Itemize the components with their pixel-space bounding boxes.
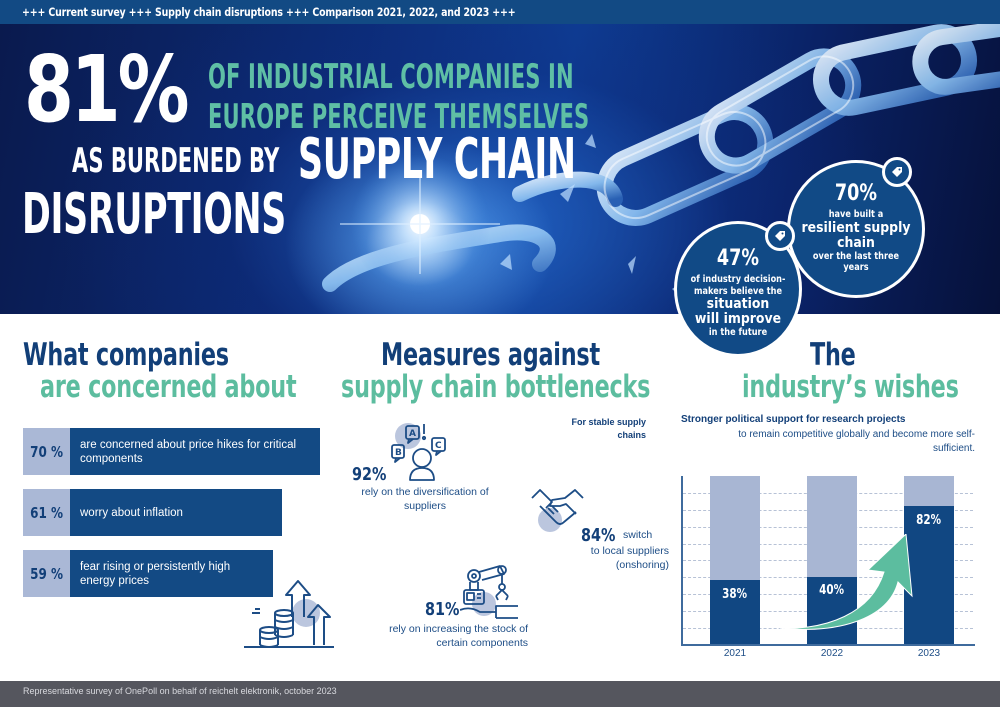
concern-text: are concerned about price hikes for crit…	[70, 428, 320, 475]
growth-arrow-icon	[779, 534, 913, 630]
concern-bar: 59 % fear rising or persistently high en…	[23, 550, 273, 597]
person-choices-icon: AB C	[391, 423, 446, 481]
headline-emphasis-2: DISRUPTIONS	[22, 182, 286, 247]
wishes-bar-chart: 38% 40% 82%	[681, 476, 975, 646]
concern-text: worry about inflation	[70, 489, 282, 536]
hero-headline: 81% OF INDUSTRIAL COMPANIES IN EUROPE PE…	[0, 24, 700, 314]
svg-text:B: B	[395, 448, 402, 458]
wishes-title-line-2: industry’s wishes	[742, 369, 959, 405]
bar-label: 82%	[916, 513, 942, 528]
stat-emphasis: will improve	[694, 311, 782, 327]
coins-growth-icon	[244, 580, 334, 648]
headline-line-3: AS BURDENED BY	[72, 141, 280, 181]
tag-icon	[882, 157, 912, 187]
stat-emphasis: resilient supply	[801, 219, 911, 236]
concern-percentage: 59 %	[23, 550, 70, 597]
chart-subtitle: to remain competitive globally and becom…	[738, 429, 975, 454]
concerns-title-line-2: are concerned about	[40, 369, 297, 405]
x-axis	[681, 644, 975, 646]
top-ticker: +++ Current survey +++ Supply chain disr…	[0, 0, 1000, 24]
measures-note: For stable supply chains	[571, 417, 646, 440]
ticker-text: +++ Current survey +++ Supply chain disr…	[22, 5, 516, 19]
concern-percentage: 70 %	[23, 428, 70, 475]
headline-line-1: OF INDUSTRIAL COMPANIES IN	[208, 57, 574, 97]
measure-text: to local suppliers (onshoring)	[590, 545, 669, 571]
headline-line-2: EUROPE PERCEIVE THEMSELVES	[208, 97, 590, 137]
measure-text: rely on the diversification of suppliers	[361, 486, 489, 512]
robot-arm-icon	[460, 565, 518, 619]
headline-percentage: 81%	[24, 36, 190, 143]
concern-percentage: 61 %	[23, 489, 70, 536]
stat-text: years	[843, 262, 869, 273]
stat-text: of industry decision-	[690, 274, 786, 285]
svg-text:A: A	[409, 429, 416, 439]
x-tick-label: 2022	[820, 648, 844, 659]
x-tick-label: 2023	[917, 648, 941, 659]
headline-emphasis-1: SUPPLY CHAIN	[298, 127, 576, 192]
y-axis	[681, 476, 683, 646]
handshake-icon	[531, 489, 584, 532]
stat-emphasis: chain	[837, 234, 875, 251]
tag-icon	[765, 221, 795, 251]
stat-text: in the future	[708, 327, 768, 338]
stat-bubble-improve: 47% of industry decision- makers believe…	[674, 221, 802, 357]
measure-text: rely on increasing the stock of certain …	[389, 623, 528, 649]
measures-title-line-2: supply chain bottlenecks	[341, 369, 651, 405]
stat-text: makers believe the	[693, 285, 783, 297]
stat-text: over the last three	[812, 250, 900, 262]
measure-text-inline: switch	[623, 529, 653, 541]
broken-chain-icon	[322, 24, 1000, 296]
measure-percentage: 84%	[581, 525, 616, 546]
chart-title: Stronger political support for research …	[681, 414, 906, 425]
bar-label: 40%	[819, 583, 845, 598]
concern-bar: 70 % are concerned about price hikes for…	[23, 428, 320, 475]
stat-percentage: 70%	[834, 181, 878, 206]
stat-text: have built a	[828, 209, 884, 220]
bar-label: 38%	[722, 587, 748, 602]
measure-percentage: 81%	[425, 599, 460, 620]
wishes-title-line-1: The	[810, 337, 856, 373]
concern-bar: 61 % worry about inflation	[23, 489, 282, 536]
concern-text: fear rising or persistently high energy …	[70, 550, 273, 597]
footer: Representative survey of OnePoll on beha…	[0, 681, 1000, 707]
concerns-title-line-1: What companies	[23, 337, 229, 373]
x-tick-label: 2021	[723, 648, 747, 659]
measure-percentage: 92%	[352, 464, 387, 485]
stat-bubble-resilient: 70% have built a resilient supply chain …	[787, 157, 925, 298]
svg-text:C: C	[435, 441, 442, 451]
source-note: Representative survey of OnePoll on beha…	[23, 686, 337, 696]
stat-percentage: 47%	[716, 246, 760, 271]
measures-title-line-1: Measures against	[381, 337, 600, 373]
stat-emphasis: situation	[706, 296, 770, 312]
